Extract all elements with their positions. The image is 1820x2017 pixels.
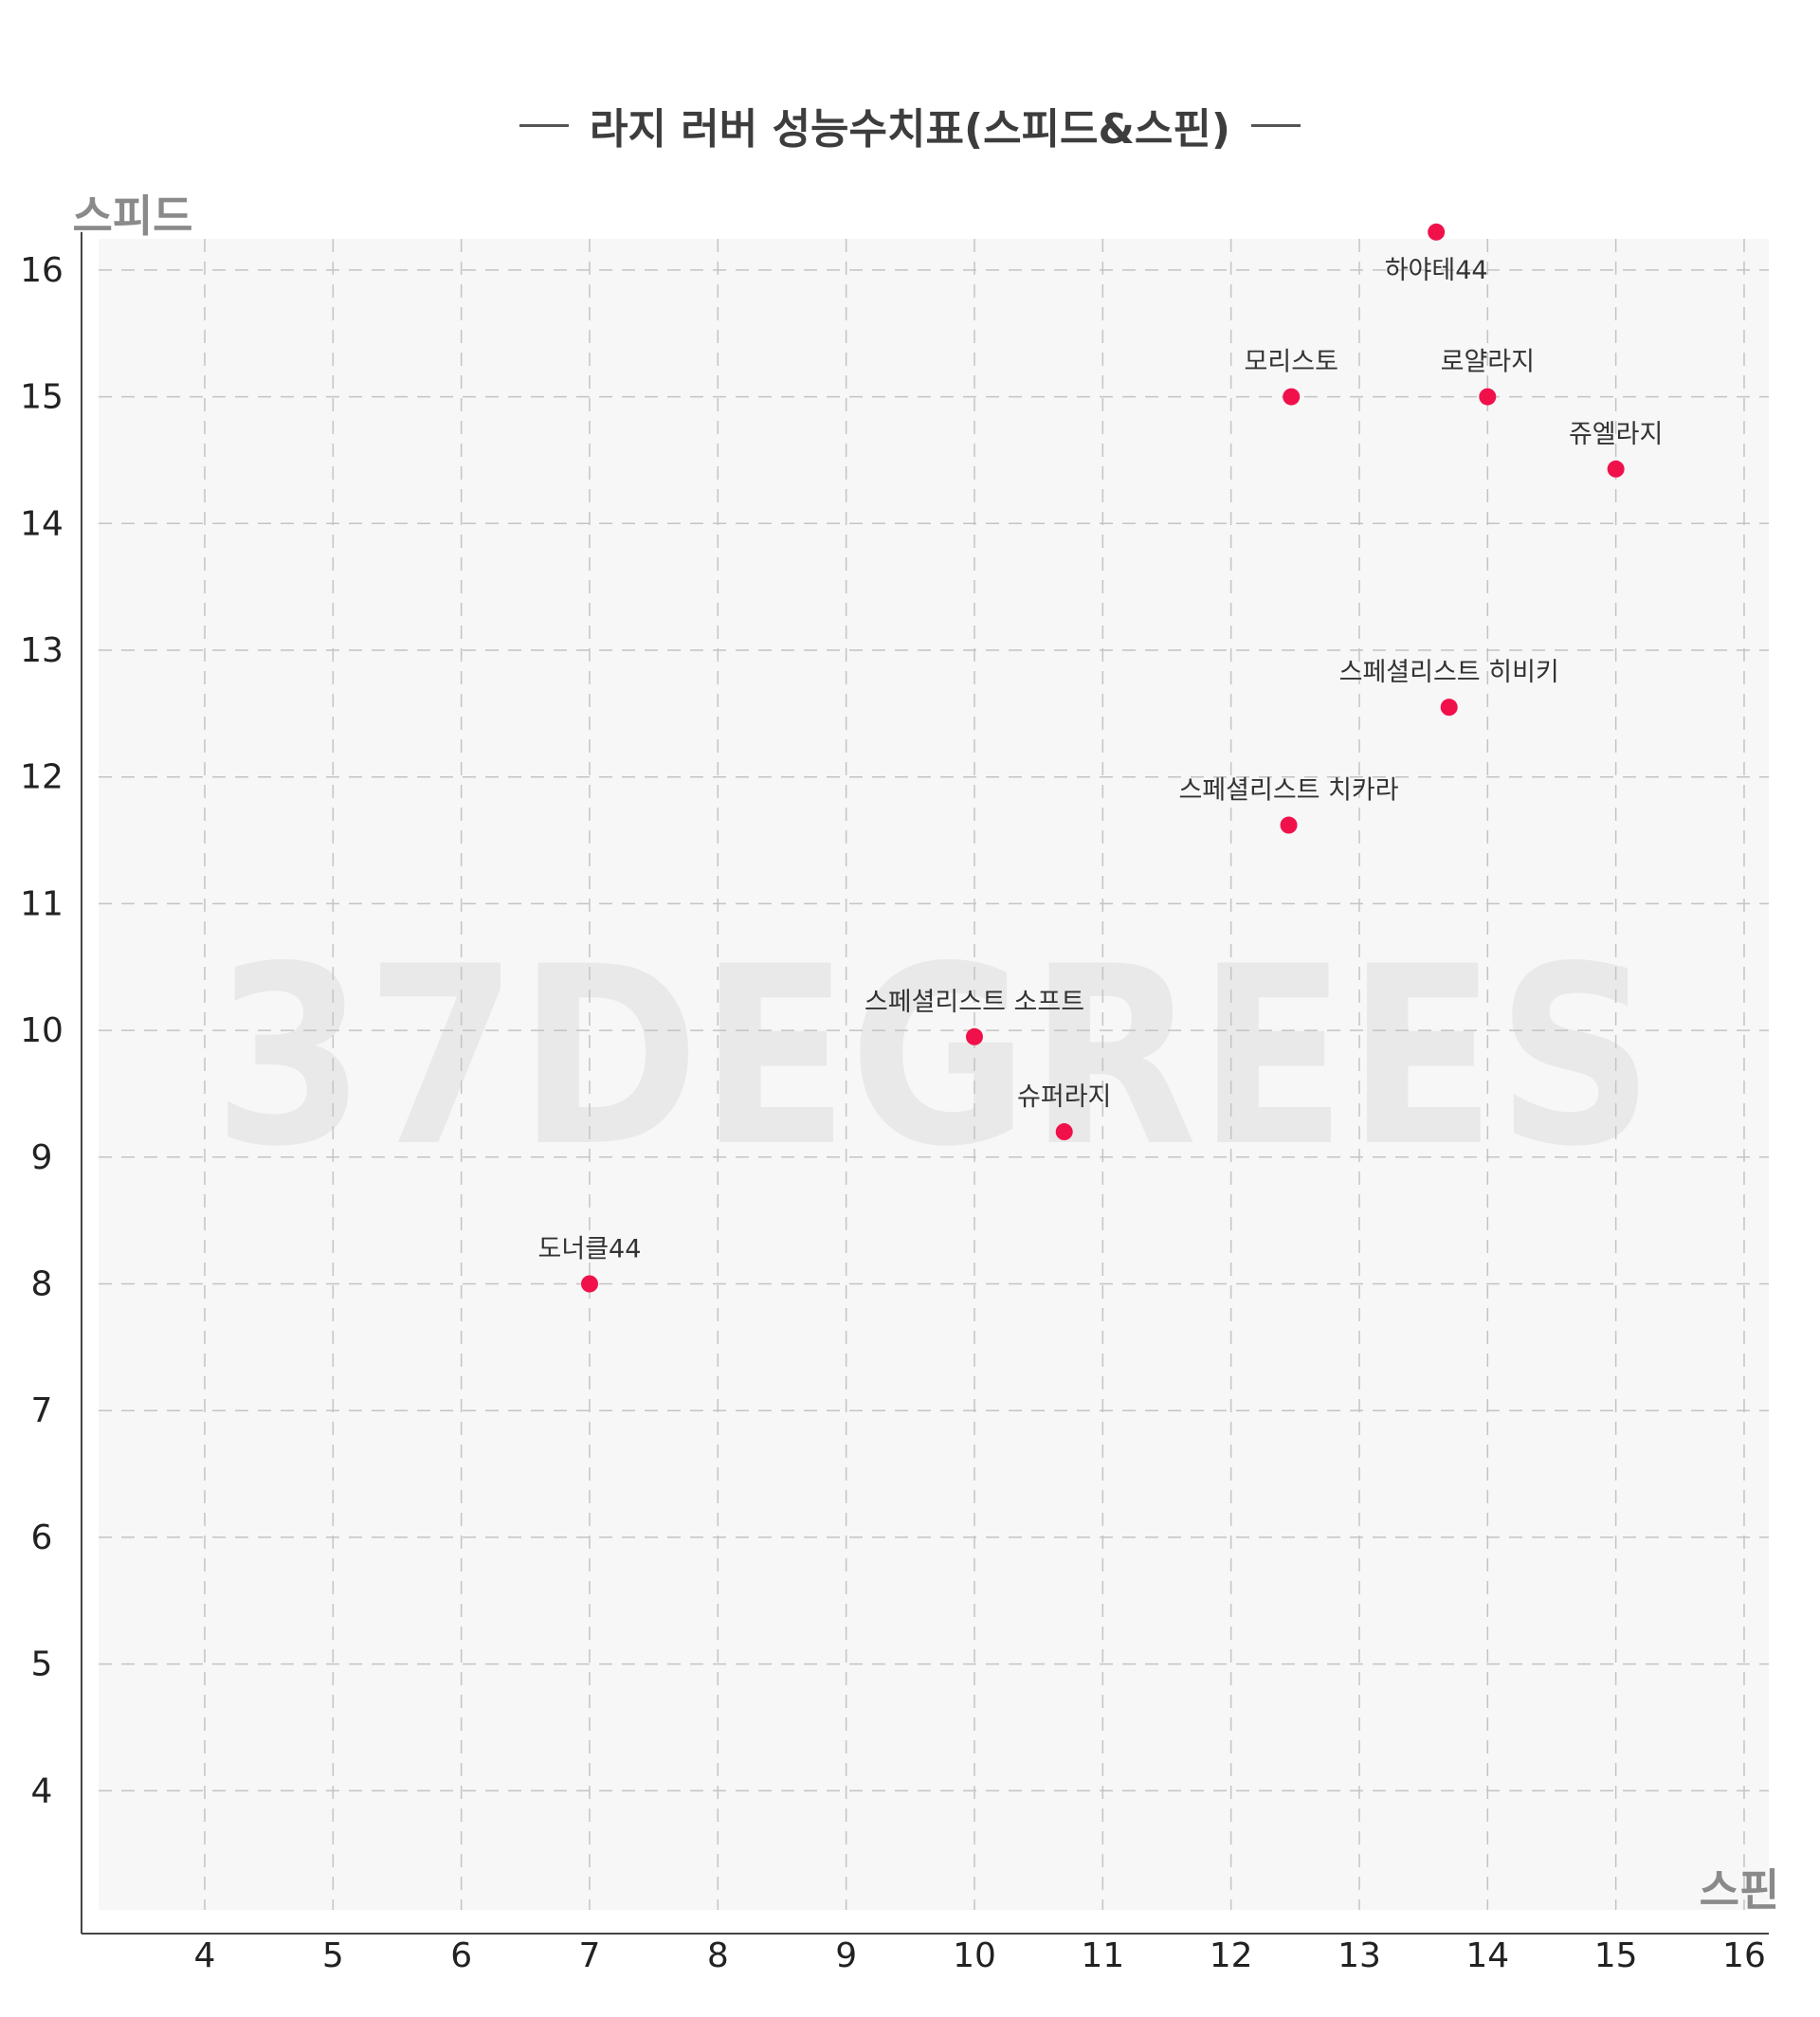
- y-tick-label: 13: [20, 631, 64, 670]
- x-tick-label: 4: [194, 1936, 216, 1975]
- x-axis-title: 스핀: [1700, 1864, 1780, 1916]
- y-tick-label: 5: [31, 1645, 53, 1684]
- x-tick-label: 5: [322, 1936, 344, 1975]
- y-tick-label: 15: [20, 378, 64, 417]
- y-tick-label: 4: [31, 1772, 53, 1810]
- point-label: 쥬엘라지: [1569, 420, 1663, 449]
- y-tick-label: 9: [31, 1138, 53, 1177]
- point-label: 로얄라지: [1441, 348, 1535, 377]
- data-point: [580, 1275, 598, 1293]
- y-tick-label: 16: [20, 251, 64, 290]
- y-tick-label: 10: [20, 1011, 64, 1050]
- data-point: [1280, 816, 1298, 834]
- x-tick-label: 6: [450, 1936, 472, 1975]
- point-label: 하야테44: [1385, 256, 1488, 285]
- data-point: [1283, 388, 1301, 406]
- y-axis-title: 스피드: [73, 191, 193, 242]
- x-tick-label: 8: [707, 1936, 729, 1975]
- title-dash-right: [1250, 123, 1301, 127]
- point-label: 슈퍼라지: [1017, 1082, 1111, 1112]
- x-tick-label: 9: [835, 1936, 857, 1975]
- point-label: 도너클44: [538, 1235, 642, 1264]
- chart-title-row: 라지 러버 성능수치표(스피드&스핀): [0, 95, 1820, 155]
- y-tick-label: 11: [20, 884, 64, 923]
- point-label: 모리스토: [1245, 348, 1338, 377]
- x-tick-label: 12: [1210, 1936, 1253, 1975]
- title-dash-left: [519, 123, 570, 127]
- x-tick-label: 15: [1594, 1936, 1638, 1975]
- y-tick-label: 8: [31, 1265, 53, 1304]
- point-label: 스페셜리스트 소프트: [864, 988, 1084, 1017]
- x-tick-label: 14: [1465, 1936, 1509, 1975]
- data-point: [1055, 1123, 1073, 1141]
- watermark-text: 37DEGREES: [213, 915, 1654, 1201]
- x-tick-label: 7: [579, 1936, 601, 1975]
- x-tick-label: 16: [1722, 1936, 1766, 1975]
- data-point: [1428, 223, 1446, 241]
- data-point: [965, 1027, 983, 1045]
- data-point: [1479, 388, 1497, 406]
- data-point: [1607, 460, 1625, 478]
- y-tick-label: 14: [20, 504, 64, 543]
- point-label: 스페셜리스트 히비키: [1339, 658, 1559, 687]
- x-tick-label: 10: [953, 1936, 996, 1975]
- plot-background: [99, 239, 1769, 1910]
- y-tick-label: 12: [20, 758, 64, 797]
- data-point: [1440, 699, 1458, 717]
- y-tick-label: 6: [31, 1518, 53, 1557]
- y-tick-label: 7: [31, 1391, 53, 1430]
- x-tick-label: 11: [1081, 1936, 1124, 1975]
- x-tick-label: 13: [1338, 1936, 1381, 1975]
- point-label: 스페셜리스트 치카라: [1178, 776, 1398, 806]
- chart-title: 라지 러버 성능수치표(스피드&스핀): [590, 105, 1230, 154]
